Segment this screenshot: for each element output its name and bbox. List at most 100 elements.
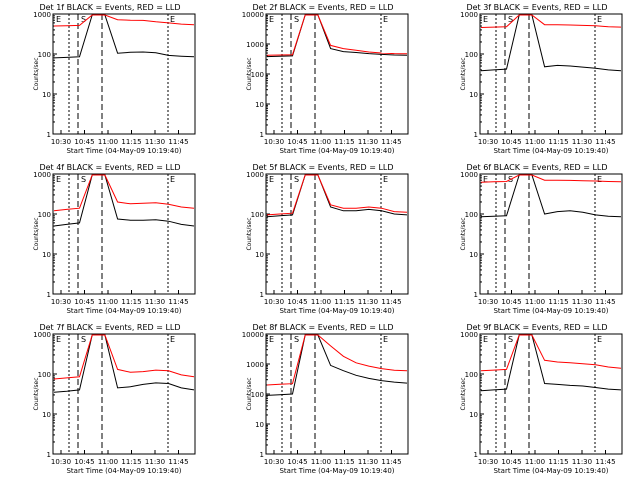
y-tick-label: 1000 <box>33 171 51 179</box>
x-tick-label: 11:30 <box>358 458 378 466</box>
detector-panel-4: Det 4f BLACK = Events, RED = LLD 1 10 100 10… <box>33 163 196 315</box>
time-marker-label: E <box>269 15 274 24</box>
x-tick-label: 11:15 <box>334 298 354 306</box>
lld-series-line <box>53 334 195 380</box>
events-series-line <box>480 14 622 72</box>
plot-frame <box>479 13 623 135</box>
plot-frame <box>265 13 409 135</box>
y-tick-label: 1000 <box>246 41 264 49</box>
time-marker-label: E <box>383 335 388 344</box>
x-tick-label: 11:00 <box>98 298 118 306</box>
x-axis-label: Start Time (04-May-09 10:19:40) <box>66 307 181 315</box>
detector-panel-2: Det 2f BLACK = Events, RED = LLD 1 10 100 10… <box>242 3 409 155</box>
time-marker-label: S <box>294 15 299 24</box>
lld-series-line <box>266 14 408 56</box>
time-marker-label: E <box>597 175 602 184</box>
time-marker-label: S <box>294 335 299 344</box>
time-marker-label: S <box>508 335 513 344</box>
time-marker-label: S <box>81 15 86 24</box>
detector-panel-6: Det 6f BLACK = Events, RED = LLD 1 10 100 10… <box>460 163 623 315</box>
y-tick-label: 10000 <box>242 331 264 339</box>
events-series-line <box>53 14 195 59</box>
x-tick-label: 10:30 <box>478 298 498 306</box>
y-tick-label: 10 <box>255 251 264 259</box>
lld-series-line <box>266 174 408 216</box>
x-axis-label: Start Time (04-May-09 10:19:40) <box>66 467 181 475</box>
x-tick-label: 11:45 <box>168 298 188 306</box>
detector-panel-1: Det 1f BLACK = Events, RED = LLD 1 10 100 10… <box>33 3 196 155</box>
y-tick-label: 100 <box>465 211 478 219</box>
y-tick-label: 100 <box>251 211 264 219</box>
x-tick-label: 11:15 <box>548 458 568 466</box>
x-tick-label: 11:45 <box>381 138 401 146</box>
x-tick-label: 11:45 <box>168 138 188 146</box>
time-marker-label: E <box>56 175 61 184</box>
x-tick-label: 11:30 <box>572 138 592 146</box>
x-tick-label: 11:15 <box>121 458 141 466</box>
x-tick-label: 11:30 <box>145 138 165 146</box>
x-tick-label: 11:00 <box>98 138 118 146</box>
x-tick-label: 11:00 <box>311 458 331 466</box>
y-axis-label: Counts/sec <box>246 217 253 250</box>
y-tick-label: 1 <box>474 451 478 459</box>
x-tick-label: 11:00 <box>525 298 545 306</box>
detector-panel-5: Det 5f BLACK = Events, RED = LLD 1 10 100 10… <box>246 163 409 315</box>
x-tick-label: 11:45 <box>168 458 188 466</box>
y-tick-label: 1 <box>47 131 51 139</box>
plot-frame <box>52 173 196 295</box>
x-tick-label: 10:30 <box>51 298 71 306</box>
y-tick-label: 1 <box>47 291 51 299</box>
y-tick-label: 1 <box>474 131 478 139</box>
x-tick-label: 10:45 <box>74 458 94 466</box>
x-axis-label: Start Time (04-May-09 10:19:40) <box>279 147 394 155</box>
x-tick-label: 11:30 <box>358 138 378 146</box>
x-tick-label: 11:15 <box>334 138 354 146</box>
x-tick-label: 10:30 <box>478 458 498 466</box>
x-tick-label: 10:30 <box>51 138 71 146</box>
y-tick-label: 100 <box>38 211 51 219</box>
detector-panel-7: Det 7f BLACK = Events, RED = LLD 1 10 100 10… <box>33 323 196 475</box>
y-tick-label: 10 <box>42 251 51 259</box>
x-axis-label: Start Time (04-May-09 10:19:40) <box>493 467 608 475</box>
lld-series-line <box>266 334 408 386</box>
events-series-line <box>266 334 408 396</box>
x-tick-label: 10:45 <box>501 458 521 466</box>
y-tick-label: 1 <box>260 291 264 299</box>
x-tick-label: 11:00 <box>311 138 331 146</box>
time-marker-label: E <box>170 335 175 344</box>
panel-title: Det 2f BLACK = Events, RED = LLD <box>252 3 393 12</box>
detector-panel-8: Det 8f BLACK = Events, RED = LLD 1 10 100 10… <box>242 323 409 475</box>
x-tick-label: 11:45 <box>595 298 615 306</box>
time-marker-label: E <box>483 175 488 184</box>
panel-title: Det 9f BLACK = Events, RED = LLD <box>466 323 607 332</box>
events-series-line <box>480 334 622 392</box>
x-tick-label: 11:30 <box>572 298 592 306</box>
y-tick-label: 10 <box>255 101 264 109</box>
x-tick-label: 10:45 <box>74 298 94 306</box>
y-axis-label: Counts/sec <box>33 217 40 250</box>
time-marker-label: E <box>597 15 602 24</box>
x-tick-label: 10:45 <box>501 298 521 306</box>
x-tick-label: 11:15 <box>334 458 354 466</box>
time-marker-label: E <box>170 15 175 24</box>
y-tick-label: 100 <box>251 71 264 79</box>
plot-frame <box>479 333 623 455</box>
plot-frame <box>52 13 196 135</box>
y-axis-label: Counts/sec <box>460 217 467 250</box>
panel-title: Det 3f BLACK = Events, RED = LLD <box>466 3 607 12</box>
y-tick-label: 1000 <box>460 171 478 179</box>
y-tick-label: 10 <box>42 91 51 99</box>
x-tick-label: 11:30 <box>358 298 378 306</box>
x-tick-label: 10:30 <box>478 138 498 146</box>
y-tick-label: 1000 <box>33 331 51 339</box>
y-axis-label: Counts/sec <box>460 57 467 90</box>
x-tick-label: 11:00 <box>311 298 331 306</box>
panel-title: Det 1f BLACK = Events, RED = LLD <box>39 3 180 12</box>
time-marker-label: E <box>597 335 602 344</box>
y-axis-label: Counts/sec <box>460 377 467 410</box>
x-tick-label: 11:15 <box>548 298 568 306</box>
y-tick-label: 10000 <box>242 11 264 19</box>
time-marker-label: S <box>508 15 513 24</box>
x-tick-label: 10:45 <box>287 458 307 466</box>
